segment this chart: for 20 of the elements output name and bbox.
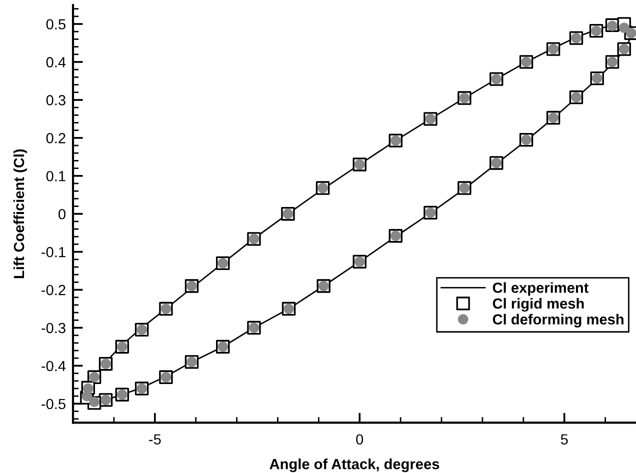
y-tick-label: 0: [58, 208, 66, 220]
legend-label: Cl rigid mesh: [492, 298, 584, 312]
legend-label: Cl experiment: [492, 282, 589, 296]
y-tick-label: -0.1: [42, 246, 66, 258]
x-tick-label: 0: [356, 434, 364, 445]
y-tick-label: -0.2: [42, 284, 66, 296]
x-axis-title: Angle of Attack, degrees: [270, 458, 440, 472]
x-tick-label: -5: [149, 434, 161, 445]
y-tick-label: -0.3: [42, 322, 66, 334]
y-tick-label: 0.2: [46, 133, 66, 144]
x-tick-label: 5: [560, 434, 568, 445]
legend-label: Cl deforming mesh: [492, 314, 624, 328]
y-axis-title: Lift Coefficient (Cl): [13, 149, 28, 278]
y-tick-label: -0.5: [42, 398, 66, 410]
y-tick-label: -0.4: [42, 360, 66, 372]
y-tick-label: 0.1: [46, 170, 66, 182]
y-tick-label: 0.5: [46, 19, 66, 30]
point: [618, 22, 630, 33]
y-tick-label: 0.4: [46, 57, 66, 68]
y-tick-label: 0.3: [46, 95, 66, 106]
